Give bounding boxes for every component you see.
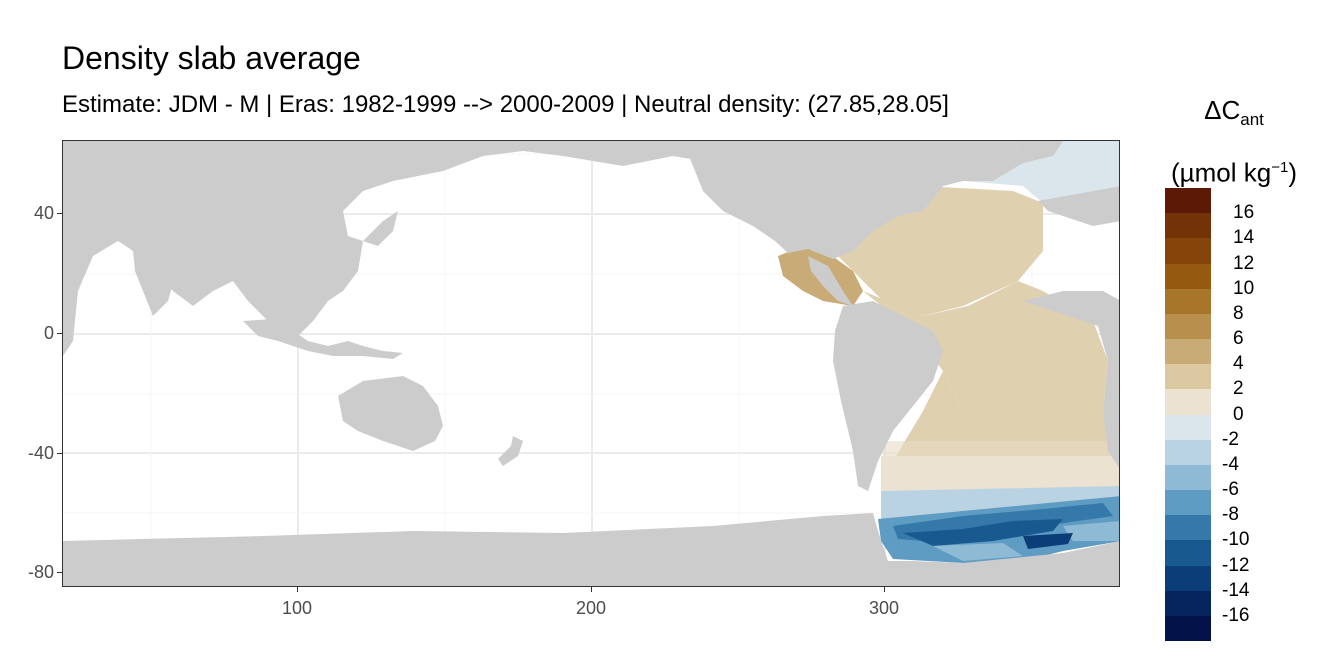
legend-label: 10 — [1233, 277, 1255, 299]
x-tick-200: 200 — [575, 598, 607, 618]
land-indonesia — [243, 319, 403, 359]
legend-label: -14 — [1222, 579, 1250, 601]
x-tick-300: 300 — [868, 598, 900, 618]
legend-label: 8 — [1233, 302, 1244, 324]
legend-label: 0 — [1233, 403, 1244, 425]
land-antarctica — [63, 513, 1119, 586]
legend-swatch — [1165, 288, 1211, 315]
legend-label: 2 — [1233, 378, 1244, 400]
legend-swatch — [1165, 490, 1211, 516]
legend-swatch — [1165, 339, 1211, 365]
legend-label: -10 — [1222, 529, 1250, 551]
y-tick-40: 40 — [33, 203, 54, 223]
land-central-america — [808, 256, 853, 306]
y-tick-neg80: -80 — [27, 562, 54, 582]
legend-swatch — [1165, 213, 1211, 239]
legend-label: 16 — [1233, 202, 1255, 224]
legend-swatch — [1165, 389, 1211, 415]
legend-colorbar — [1165, 188, 1211, 642]
land-australia — [338, 376, 443, 451]
land-europe — [1038, 186, 1119, 226]
land-india — [133, 246, 178, 316]
legend-swatch — [1165, 515, 1211, 541]
map-title: Density slab average — [62, 40, 361, 76]
legend-swatch — [1165, 188, 1211, 214]
land-greenland — [913, 141, 1023, 181]
land-new-zealand — [498, 436, 523, 466]
map-svg — [63, 141, 1119, 586]
legend-swatch — [1165, 364, 1211, 390]
land-eurasia — [63, 141, 763, 356]
legend-label: -4 — [1222, 453, 1239, 475]
legend-label: 12 — [1233, 252, 1255, 274]
legend-swatch — [1165, 615, 1211, 642]
legend-label: -8 — [1222, 504, 1239, 526]
legend-label: -12 — [1222, 554, 1250, 576]
legend-swatch — [1165, 414, 1211, 441]
legend-label: 14 — [1233, 227, 1255, 249]
legend-swatch — [1165, 464, 1211, 491]
x-tick-100: 100 — [281, 598, 313, 618]
legend-label: -6 — [1222, 479, 1239, 500]
land-japan — [363, 211, 398, 246]
legend-swatch — [1165, 590, 1211, 617]
legend-swatch — [1165, 263, 1211, 290]
legend-title: ΔCant (µmol kg−1) — [1171, 95, 1297, 188]
legend-label: -2 — [1222, 428, 1239, 450]
legend-label: 6 — [1233, 328, 1244, 349]
map-subtitle: Estimate: JDM - M | Eras: 1982-1999 --> … — [62, 91, 949, 118]
land-africa — [1023, 291, 1119, 468]
legend-swatch — [1165, 540, 1211, 566]
legend-label: 4 — [1233, 353, 1244, 375]
legend-label: -16 — [1222, 604, 1250, 626]
region-tropical-atlantic — [863, 281, 1108, 411]
legend-swatch — [1165, 565, 1211, 592]
y-tick-neg40: -40 — [27, 443, 54, 463]
legend-swatch — [1165, 238, 1211, 264]
map-panel — [62, 140, 1120, 587]
y-tick-0: 0 — [43, 323, 54, 343]
legend-swatch — [1165, 439, 1211, 466]
legend-swatch — [1165, 313, 1211, 340]
land-masses — [63, 141, 1119, 586]
land-south-america — [833, 301, 943, 491]
